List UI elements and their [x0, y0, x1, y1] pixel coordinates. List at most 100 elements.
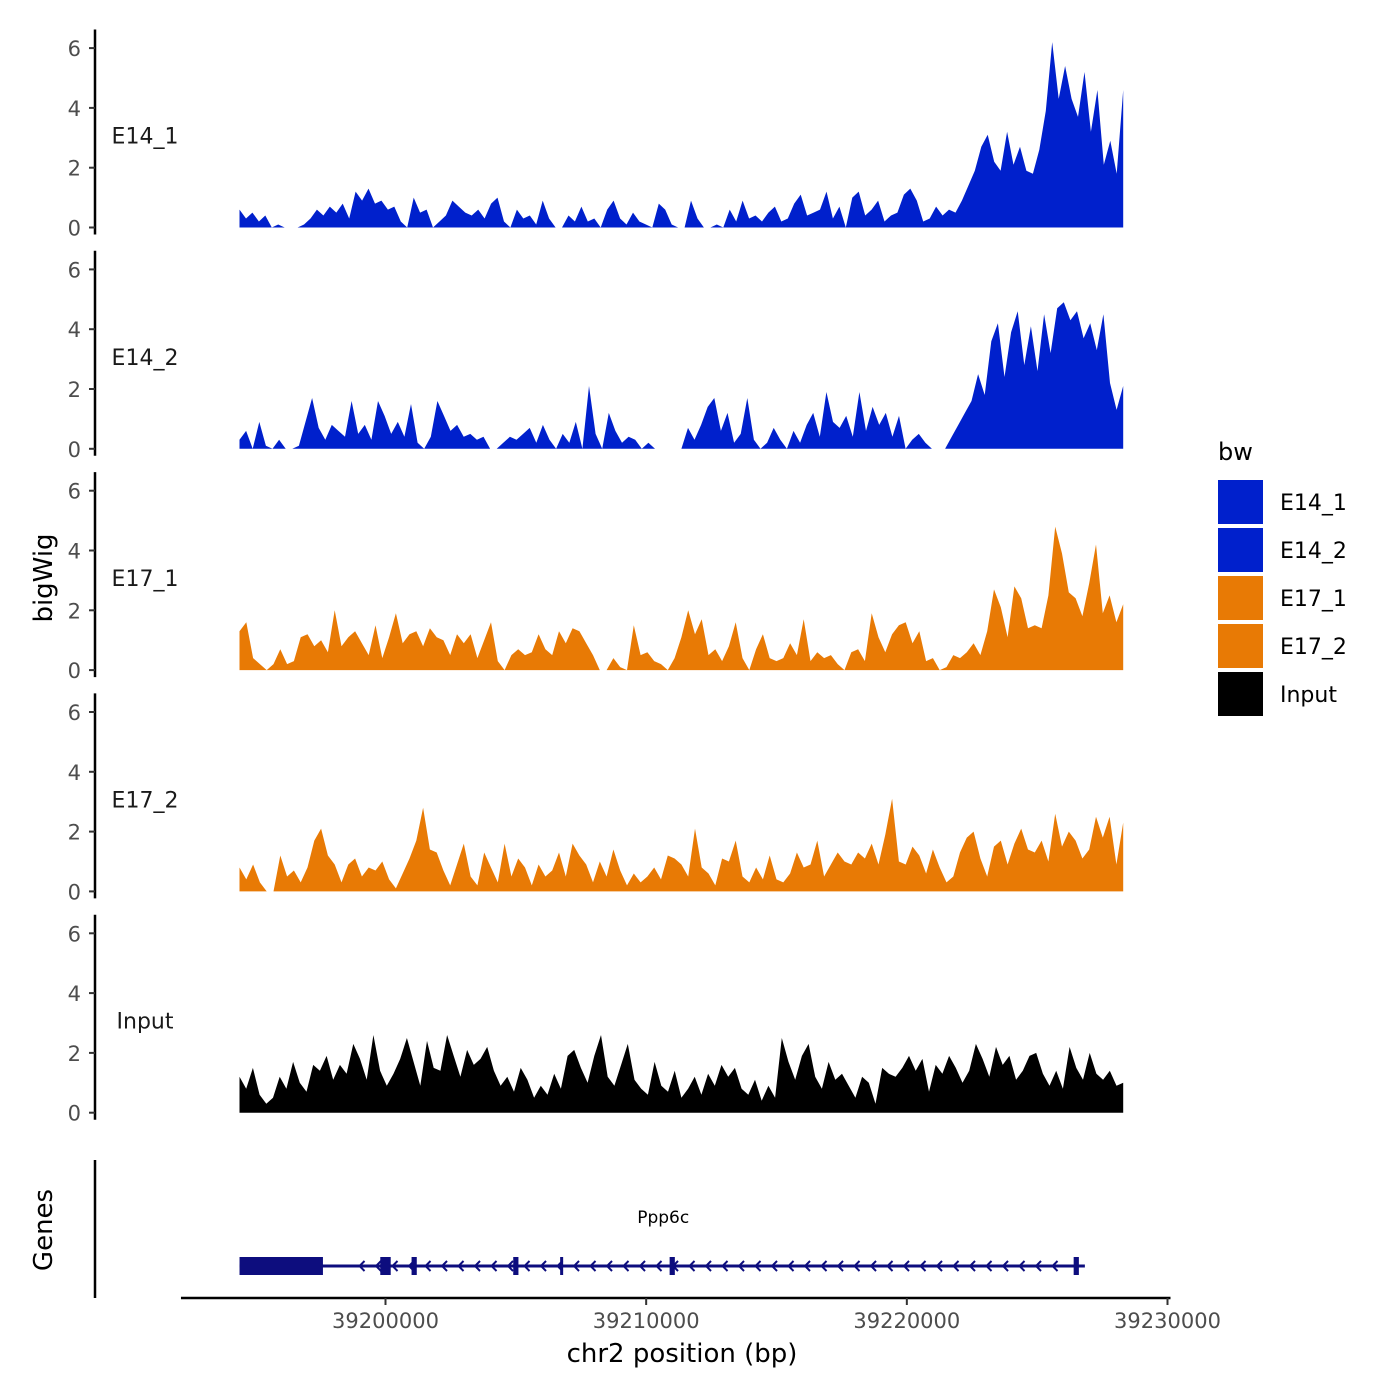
strand-arrow: [836, 1260, 844, 1272]
y-tick-label: 2: [68, 1042, 81, 1066]
strand-arrow: [572, 1260, 580, 1272]
strand-arrow: [1001, 1260, 1009, 1272]
coverage-area: [239, 798, 1124, 892]
gene-track: Ppp6c: [93, 1160, 1085, 1298]
track-label: E17_2: [112, 788, 179, 813]
y-tick-label: 0: [68, 217, 81, 241]
x-axis: 39200000 39210000 39220000 39230000: [180, 1296, 1221, 1333]
legend-swatch: [1218, 480, 1263, 524]
strand-arrow: [985, 1260, 993, 1272]
strand-arrow: [770, 1260, 778, 1272]
track-label: E17_1: [112, 567, 179, 592]
y-tick-label: 4: [68, 982, 81, 1006]
strand-arrow: [523, 1260, 531, 1272]
coverage-area: [239, 526, 1124, 671]
y-tick-label: 2: [68, 599, 81, 623]
genes-axis-title: Genes: [29, 1189, 59, 1271]
x-tick-label: 39230000: [1114, 1309, 1221, 1333]
legend-swatch: [1218, 672, 1263, 716]
exon: [380, 1257, 391, 1275]
legend-label: Input: [1280, 683, 1337, 708]
y-tick-label: 0: [68, 438, 81, 462]
strand-arrow: [754, 1260, 762, 1272]
track-label: E14_1: [112, 125, 179, 150]
y-tick-label: 2: [68, 821, 81, 845]
strand-arrow: [638, 1260, 646, 1272]
strand-arrow: [787, 1260, 795, 1272]
strand-arrow: [473, 1260, 481, 1272]
y-tick-label: 2: [68, 157, 81, 181]
y-tick-label: 6: [68, 480, 81, 504]
strand-arrow: [902, 1260, 910, 1272]
track-label: Input: [117, 1010, 174, 1035]
strand-arrow: [688, 1260, 696, 1272]
y-tick-label: 4: [68, 761, 81, 785]
x-tick-label: 39200000: [332, 1309, 439, 1333]
y-tick-label: 4: [68, 318, 81, 342]
track-label: E14_2: [112, 346, 179, 371]
panel-input: 0 2 4 6 Input: [68, 914, 1124, 1126]
y-tick-label: 6: [68, 258, 81, 282]
y-axis-title: bigWig: [29, 533, 59, 622]
exon: [1073, 1257, 1079, 1275]
strand-arrow: [886, 1260, 894, 1272]
y-tick-label: 4: [68, 97, 81, 121]
y-tick-label: 0: [68, 659, 81, 683]
strand-arrow: [440, 1260, 448, 1272]
x-tick-label: 39210000: [593, 1309, 700, 1333]
y-tick-label: 6: [68, 701, 81, 725]
strand-arrow: [721, 1260, 729, 1272]
exon: [411, 1257, 417, 1275]
x-tick-label: 39220000: [853, 1309, 960, 1333]
y-tick-label: 6: [68, 37, 81, 61]
strand-arrow: [968, 1260, 976, 1272]
panel-e17-2: 0 2 4 6 E17_2: [68, 693, 1124, 904]
strand-arrow: [869, 1260, 877, 1272]
strand-arrow: [1018, 1260, 1026, 1272]
strand-arrow: [704, 1260, 712, 1272]
legend-label: E14_2: [1280, 539, 1347, 564]
strand-arrow: [490, 1260, 498, 1272]
strand-arrow: [391, 1260, 399, 1272]
strand-arrow: [919, 1260, 927, 1272]
strand-arrow: [952, 1260, 960, 1272]
strand-arrow: [358, 1260, 366, 1272]
strand-arrow: [506, 1260, 514, 1272]
x-axis-title: chr2 position (bp): [567, 1339, 798, 1369]
strand-arrow: [424, 1260, 432, 1272]
coverage-area: [239, 302, 1124, 449]
gene-label: Ppp6c: [637, 1208, 689, 1228]
legend: bw E14_1 E14_2 E17_1 E17_2 Input: [1218, 438, 1347, 716]
exon: [669, 1257, 675, 1275]
strand-arrow: [605, 1260, 613, 1272]
panel-e14-2: 0 2 4 6 E14_2: [68, 250, 1124, 462]
legend-label: E17_1: [1280, 587, 1347, 612]
panel-e14-1: 0 2 4 6 E14_1: [68, 29, 1124, 241]
strand-arrow: [457, 1260, 465, 1272]
strand-arrow: [737, 1260, 745, 1272]
strand-arrow: [853, 1260, 861, 1272]
coverage-tracks: 0 2 4 6 E14_1 0 2 4 6 E14_2 0 2 4 6 E17_1 0 2 4 6 E17_2 0 2 4 6…: [68, 29, 1124, 1126]
strand-arrow: [820, 1260, 828, 1272]
strand-arrow: [589, 1260, 597, 1272]
exon: [560, 1257, 564, 1275]
y-tick-label: 4: [68, 540, 81, 564]
legend-title: bw: [1218, 438, 1253, 466]
coverage-area: [239, 42, 1124, 228]
panel-e17-1: 0 2 4 6 E17_1: [68, 472, 1124, 683]
strand-arrow: [374, 1260, 382, 1272]
legend-swatch: [1218, 624, 1263, 668]
legend-label: E17_2: [1280, 635, 1347, 660]
strand-arrow: [1051, 1260, 1059, 1272]
y-tick-label: 2: [68, 378, 81, 402]
legend-swatch: [1218, 528, 1263, 572]
y-tick-label: 0: [68, 1102, 81, 1126]
strand-arrow: [539, 1260, 547, 1272]
strand-arrow: [622, 1260, 630, 1272]
coverage-area: [239, 1035, 1124, 1113]
y-tick-label: 6: [68, 922, 81, 946]
exon: [239, 1257, 323, 1275]
strand-arrow: [655, 1260, 663, 1272]
legend-label: E14_1: [1280, 491, 1347, 516]
